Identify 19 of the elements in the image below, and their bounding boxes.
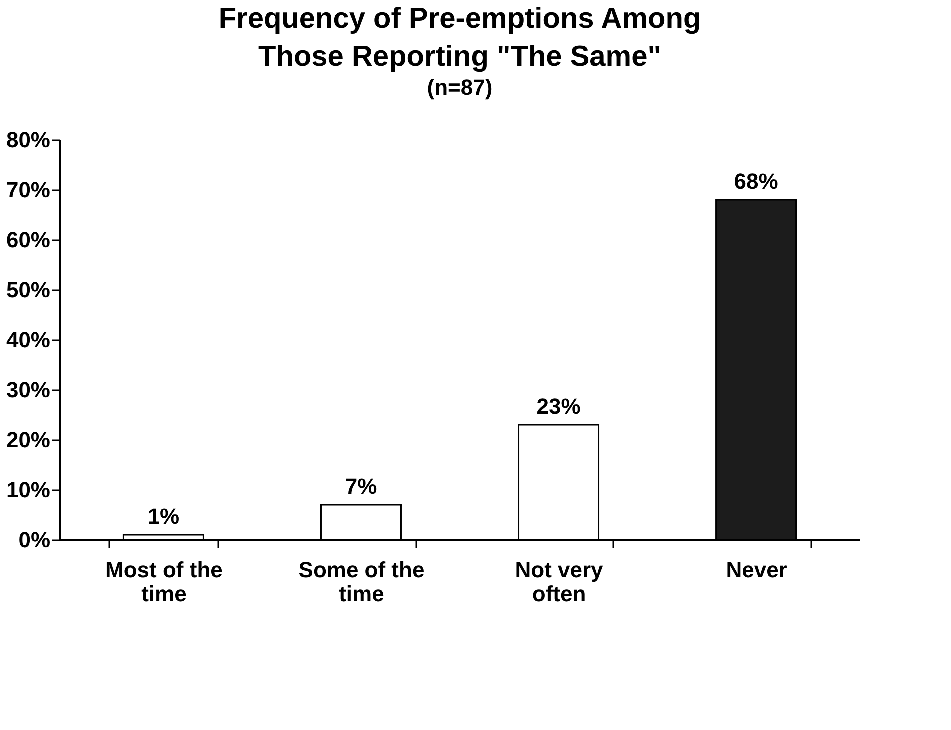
y-tick-label: 80% (6, 128, 50, 152)
x-tick-label: Never (726, 558, 788, 582)
x-tick-label: Some of the time (298, 558, 425, 606)
y-tick-label: 40% (6, 328, 50, 352)
data-label: 68% (734, 169, 778, 194)
chart-title: Frequency of Pre-emptions Among Those Reporting "The Same" (218, 3, 702, 73)
x-tick-label: Most of the time (106, 558, 223, 606)
y-tick-label: 10% (6, 478, 50, 502)
chart-subtitle: (n=87) (427, 75, 493, 100)
y-tick-label: 20% (6, 428, 50, 452)
data-label: 7% (345, 474, 378, 499)
data-label: 1% (148, 504, 180, 529)
y-tick-label: 70% (6, 178, 50, 202)
y-tick-label: 60% (6, 228, 50, 252)
x-tick-label: Not very often (515, 558, 604, 606)
y-tick-label: 30% (6, 378, 50, 402)
y-tick-label: 50% (6, 278, 50, 302)
data-label: 23% (536, 394, 581, 419)
y-tick-label: 0% (18, 528, 50, 552)
